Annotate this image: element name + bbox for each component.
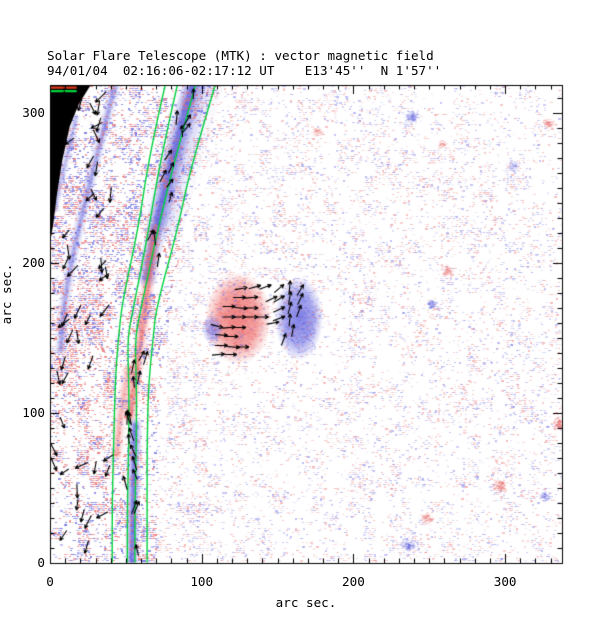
x-axis-label: arc sec. <box>275 595 337 610</box>
x-tick-label: 200 <box>342 574 365 589</box>
chart-title: Solar Flare Telescope (MTK) : vector mag… <box>47 48 434 63</box>
y-tick-label: 0 <box>37 555 45 570</box>
x-tick-label: 100 <box>190 574 214 589</box>
x-tick-label: 0 <box>46 574 54 589</box>
y-tick-label: 100 <box>22 405 45 421</box>
chart-subtitle: 94/01/04 02:16:06-02:17:12 UT E13'45'' N… <box>47 63 442 78</box>
y-tick-label: 300 <box>22 105 45 121</box>
y-tick-label: 200 <box>22 255 45 271</box>
x-tick-label: 300 <box>493 574 517 589</box>
